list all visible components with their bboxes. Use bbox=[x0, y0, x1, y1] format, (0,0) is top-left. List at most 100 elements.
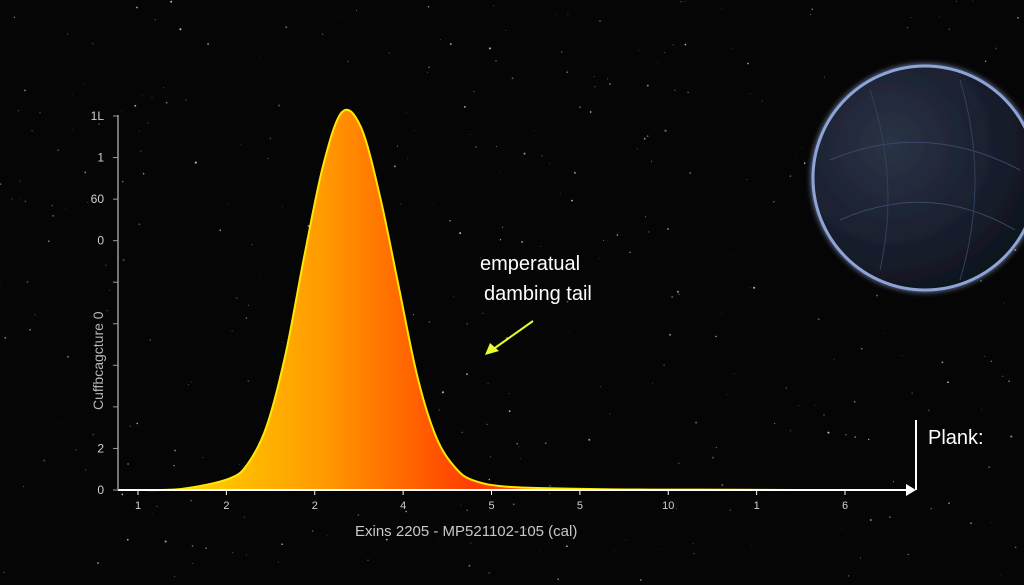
star bbox=[517, 445, 519, 447]
star bbox=[544, 442, 547, 444]
star bbox=[51, 205, 53, 207]
star bbox=[516, 443, 518, 445]
x-tick-label: 6 bbox=[842, 500, 848, 512]
star bbox=[721, 313, 722, 314]
star bbox=[205, 547, 207, 549]
star bbox=[481, 312, 484, 315]
star bbox=[58, 422, 59, 423]
star bbox=[667, 228, 669, 230]
star bbox=[892, 481, 894, 483]
star bbox=[428, 321, 431, 323]
y-axis-title: Cuffbcagcture 0 bbox=[90, 311, 106, 410]
star bbox=[938, 16, 940, 18]
star bbox=[495, 146, 497, 148]
star bbox=[139, 150, 142, 152]
star bbox=[557, 578, 559, 580]
star bbox=[566, 545, 568, 548]
star bbox=[281, 543, 283, 545]
star bbox=[39, 111, 41, 114]
star bbox=[98, 123, 100, 126]
star bbox=[406, 157, 409, 160]
star bbox=[488, 47, 491, 50]
star bbox=[207, 42, 210, 45]
star bbox=[172, 21, 173, 23]
star bbox=[282, 342, 284, 343]
star bbox=[941, 361, 944, 364]
star bbox=[473, 90, 475, 93]
star bbox=[589, 111, 592, 113]
star bbox=[569, 331, 571, 333]
star bbox=[104, 264, 107, 267]
star bbox=[191, 545, 194, 547]
star bbox=[930, 508, 932, 510]
star bbox=[179, 28, 182, 31]
star bbox=[651, 160, 653, 162]
star bbox=[405, 510, 407, 513]
star bbox=[311, 530, 314, 532]
star bbox=[599, 257, 601, 259]
star bbox=[393, 165, 396, 168]
star bbox=[620, 385, 622, 387]
star bbox=[29, 328, 31, 331]
star bbox=[232, 552, 234, 554]
star bbox=[138, 130, 140, 132]
star bbox=[106, 309, 109, 312]
star bbox=[689, 172, 692, 175]
star bbox=[488, 478, 491, 481]
star bbox=[673, 89, 676, 92]
star bbox=[579, 106, 582, 109]
x-tick-label: 2 bbox=[312, 500, 318, 512]
star bbox=[453, 295, 455, 297]
star bbox=[789, 429, 792, 432]
annotation-line-1: emperatual bbox=[480, 253, 580, 275]
star bbox=[624, 224, 626, 226]
star bbox=[747, 62, 749, 65]
star bbox=[463, 105, 466, 108]
star bbox=[664, 129, 667, 132]
star bbox=[1014, 248, 1017, 251]
star bbox=[449, 220, 451, 222]
star bbox=[540, 246, 542, 247]
star bbox=[1003, 302, 1005, 304]
star bbox=[1015, 546, 1017, 549]
star bbox=[549, 493, 551, 495]
x-axis-title: Exins 2205 - MP521102-105 (cal) bbox=[355, 523, 577, 540]
star bbox=[460, 504, 462, 506]
star bbox=[190, 499, 192, 502]
star bbox=[429, 263, 431, 265]
star bbox=[75, 449, 77, 451]
star bbox=[970, 522, 972, 524]
star bbox=[43, 459, 46, 462]
star bbox=[671, 296, 674, 298]
star bbox=[469, 134, 471, 135]
star bbox=[907, 554, 909, 556]
star bbox=[821, 240, 823, 242]
star bbox=[466, 509, 468, 512]
star bbox=[972, 442, 974, 443]
star bbox=[247, 380, 249, 382]
star bbox=[72, 129, 74, 131]
star bbox=[219, 229, 222, 232]
star bbox=[774, 423, 776, 425]
star bbox=[24, 89, 26, 92]
star bbox=[571, 199, 573, 202]
star bbox=[488, 571, 491, 574]
star bbox=[338, 15, 339, 17]
star bbox=[23, 485, 25, 487]
star bbox=[142, 95, 143, 96]
star bbox=[508, 393, 510, 394]
star bbox=[732, 48, 733, 49]
star bbox=[729, 255, 731, 256]
star bbox=[721, 8, 722, 9]
star bbox=[847, 575, 850, 577]
star bbox=[994, 47, 997, 50]
star bbox=[984, 355, 986, 357]
star bbox=[721, 484, 724, 487]
star bbox=[567, 13, 569, 15]
x-tick-label: 4 bbox=[400, 500, 406, 512]
star bbox=[252, 441, 254, 442]
star bbox=[427, 71, 428, 73]
star bbox=[136, 6, 138, 9]
star bbox=[845, 434, 847, 436]
star bbox=[449, 43, 452, 46]
